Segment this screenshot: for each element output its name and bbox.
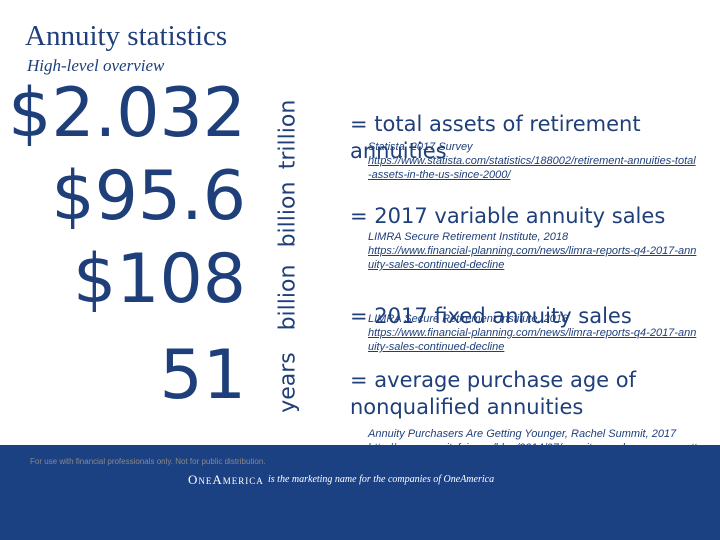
source: LIMRA Secure Retirement Institute, 2018 h…	[368, 230, 698, 272]
stat-figure: $95.6	[51, 157, 246, 236]
source-name: LIMRA Secure Retirement Institute, 2018	[368, 231, 569, 243]
stat-description: = 2017 fixed annuity sales	[350, 304, 632, 328]
disclaimer: For use with financial professionals onl…	[30, 457, 266, 466]
stat-unit: years	[275, 352, 301, 413]
source: Statista, 2017 Survey https://www.statist…	[368, 140, 698, 182]
brand: OneAmerica	[188, 472, 264, 487]
stat-description: = 2017 variable annuity sales	[350, 204, 666, 228]
source-url[interactable]: https://www.financial-planning.com/news/…	[368, 327, 697, 353]
stat-figure: 51	[159, 336, 246, 415]
subtitle: High-level overview	[27, 56, 165, 75]
source: LIMRA Secure Retirement Institute, 2018 h…	[368, 312, 698, 354]
source-name: Annuity Purchasers Are Getting Younger, …	[368, 428, 677, 440]
source-url[interactable]: https://www.financial-planning.com/news/…	[368, 245, 697, 271]
stat-description: = total assets of retirement annuities	[350, 112, 641, 163]
stat-figure: $108	[72, 240, 246, 319]
tagline: is the marketing name for the companies …	[268, 474, 495, 485]
source-name: Statista, 2017 Survey	[368, 141, 473, 153]
stat-description: = average purchase age of nonqualified a…	[350, 368, 637, 419]
footer-band	[0, 445, 720, 540]
source-name: LIMRA Secure Retirement Institute, 2018	[368, 313, 569, 325]
stat-figure: $2.032	[8, 74, 246, 153]
source-url[interactable]: https://www.statista.com/statistics/1880…	[368, 155, 696, 181]
title: Annuity statistics	[25, 20, 228, 52]
